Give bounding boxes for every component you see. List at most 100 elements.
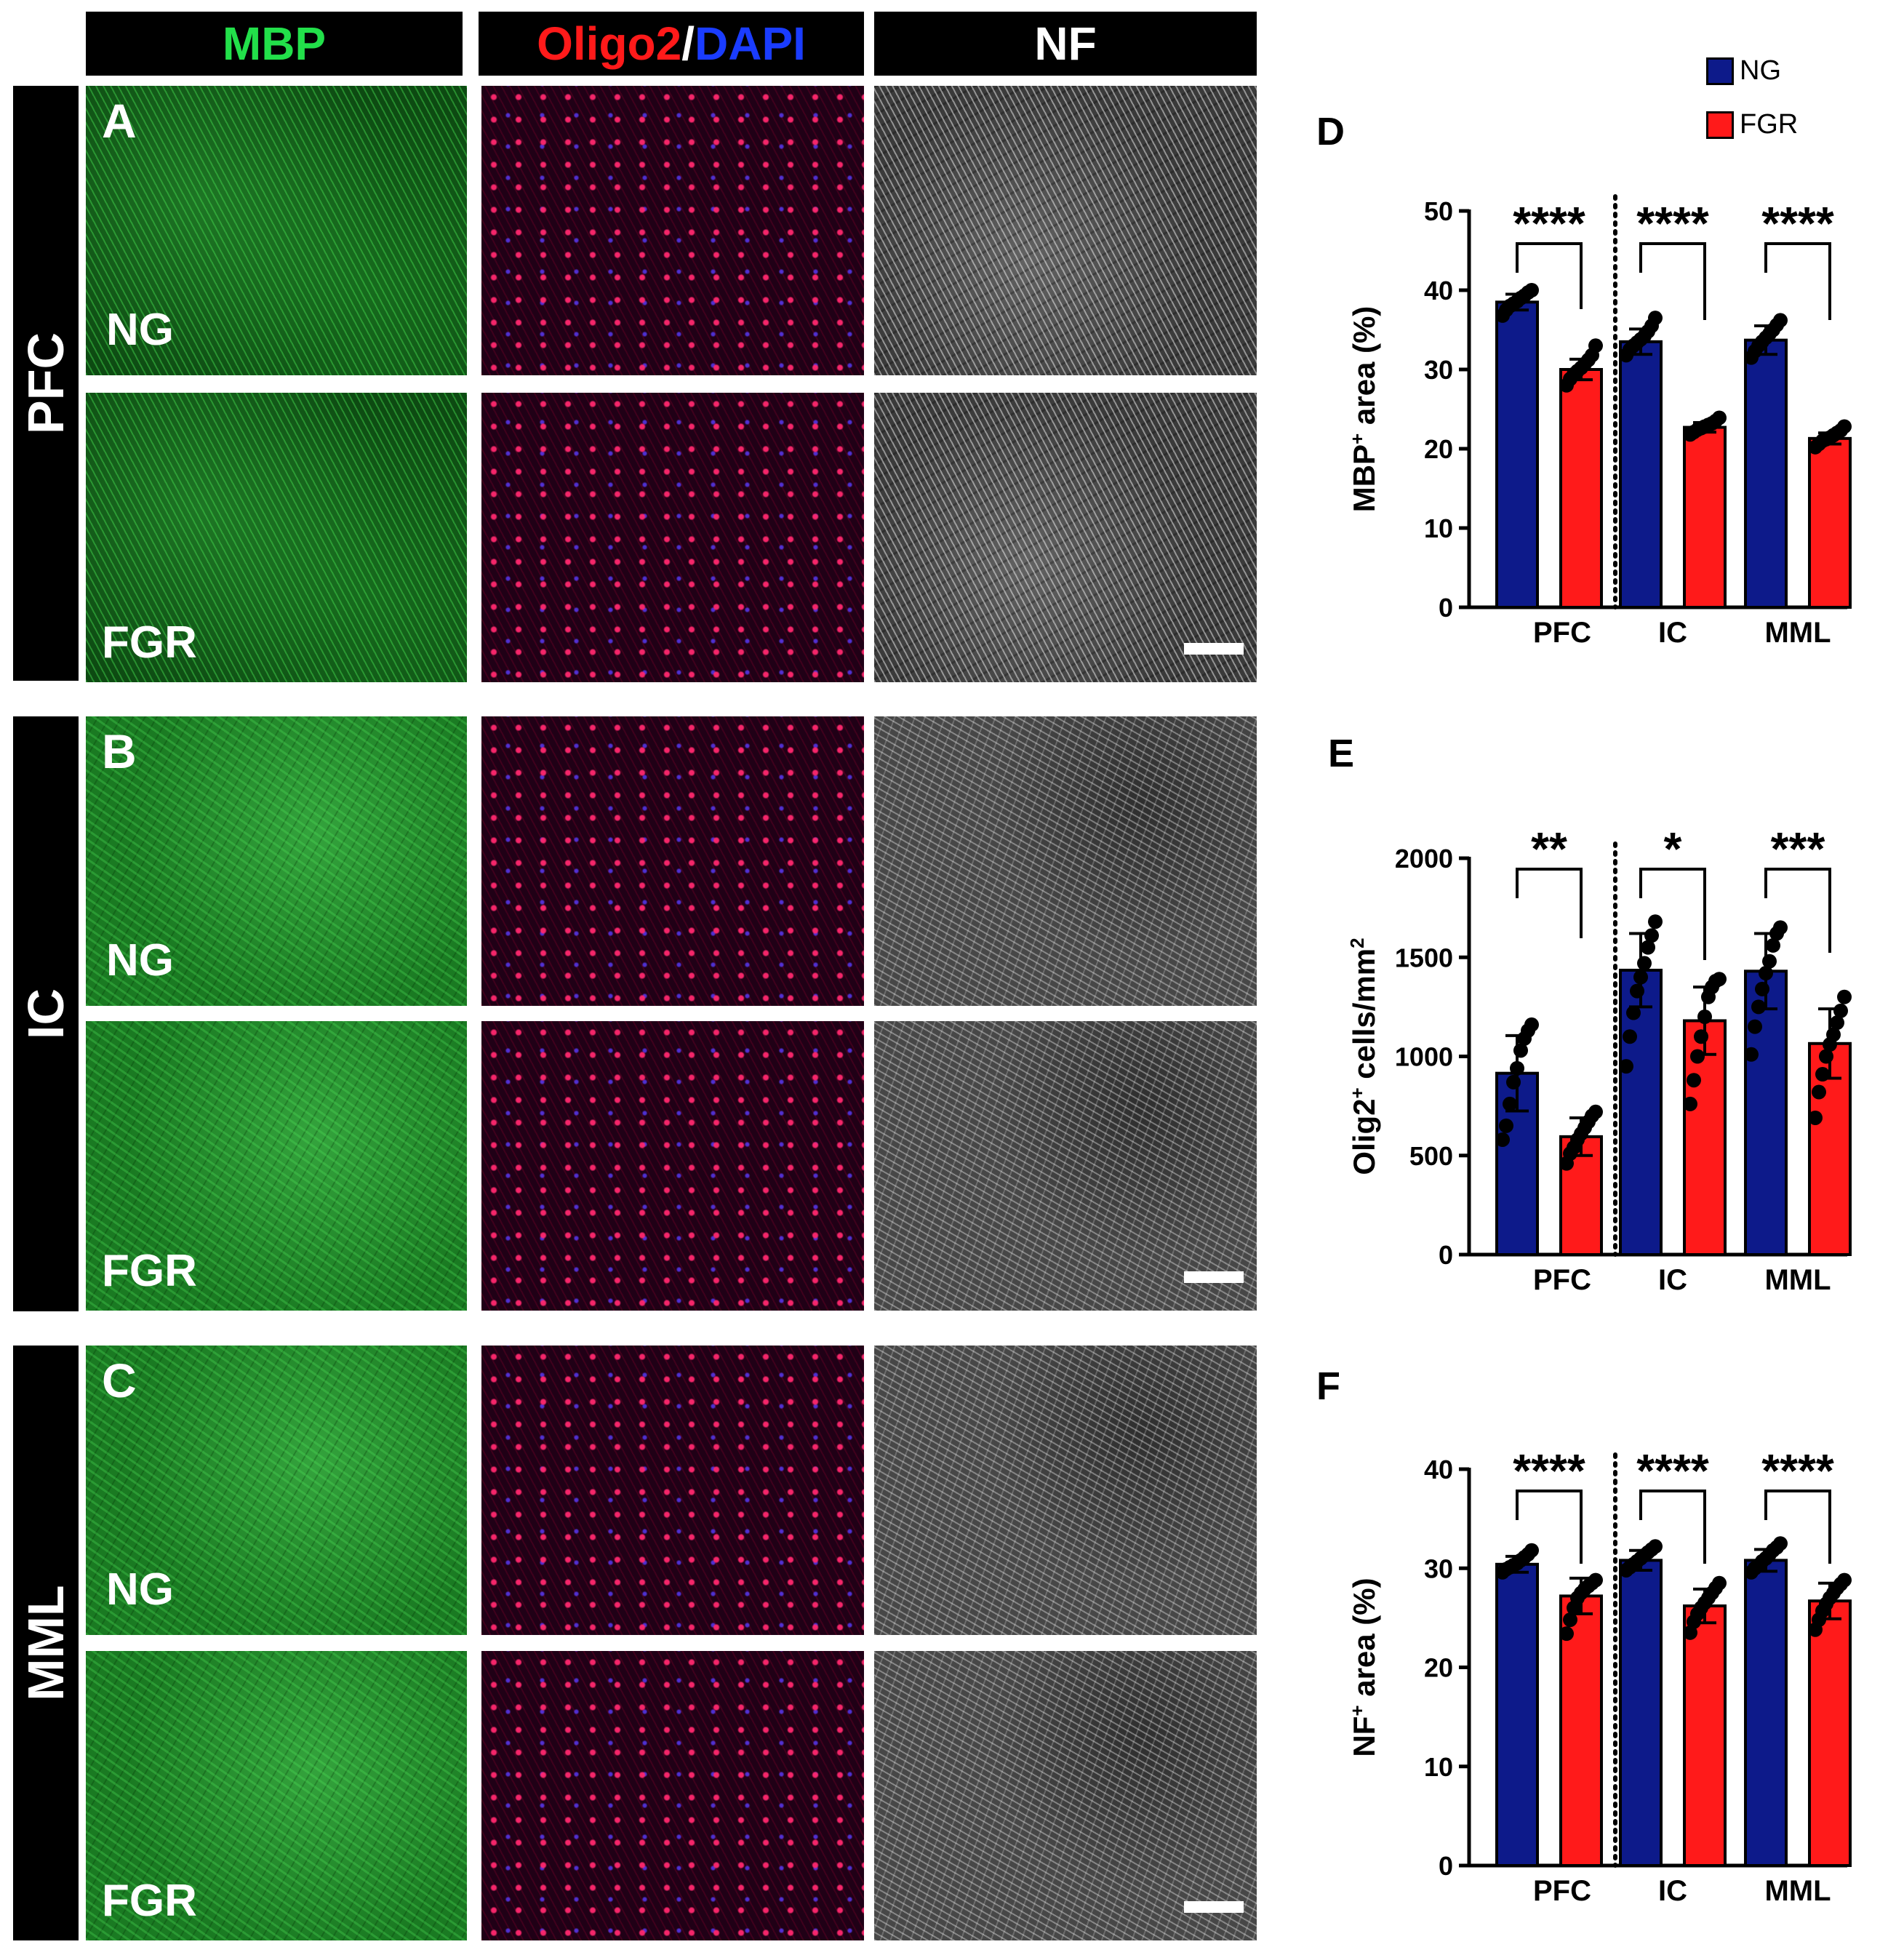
data-point — [1751, 999, 1766, 1015]
data-point — [1623, 1029, 1637, 1044]
data-point — [1748, 1019, 1762, 1034]
data-point — [1524, 1017, 1539, 1032]
legend-label-ng: NG — [1740, 55, 1781, 86]
significance-bracket — [1516, 868, 1583, 938]
significance-label: **** — [1513, 1447, 1585, 1497]
significance-label: *** — [1771, 823, 1825, 875]
significance-bracket — [1639, 868, 1706, 960]
header-dapi-label: DAPI — [695, 17, 806, 70]
category-label-ic: IC — [1658, 1875, 1687, 1907]
header-nf-label: NF — [1034, 17, 1097, 70]
data-point — [1744, 1047, 1759, 1062]
micrograph-pfc-fgr-nf — [874, 393, 1257, 682]
micrograph-mml-ng-mbp: C NG — [86, 1346, 467, 1635]
bar-ng-pfc — [1495, 1562, 1539, 1868]
data-point — [1773, 313, 1788, 328]
y-tick-label: 0 — [1439, 1851, 1453, 1881]
data-point — [1503, 1096, 1517, 1111]
y-axis-label: Olig2+ cells/mm2 — [1346, 937, 1381, 1175]
header-nf: NF — [874, 12, 1257, 76]
row-label-pfc: PFC — [13, 86, 79, 681]
chart-letter-d: D — [1316, 110, 1345, 153]
legend-swatch-fgr — [1706, 111, 1734, 139]
micrograph-mml-fgr-nf — [874, 1651, 1257, 1940]
micrograph-pfc-fgr-olig — [481, 393, 864, 682]
data-point — [1830, 1015, 1844, 1031]
group-label-fgr: FGR — [102, 617, 197, 668]
significance-label: **** — [1636, 1447, 1709, 1497]
y-axis-label: NF+ area (%) — [1346, 1578, 1381, 1756]
bar-ng-ic — [1619, 340, 1663, 609]
bar-ng-ic — [1619, 1559, 1663, 1867]
bar-fgr-ic — [1683, 425, 1727, 609]
data-point — [1759, 966, 1773, 981]
y-tick-label: 50 — [1424, 196, 1453, 226]
data-point — [1812, 1084, 1826, 1100]
micrograph-mml-ng-nf — [874, 1346, 1257, 1635]
group-label-fgr: FGR — [102, 1876, 197, 1926]
category-label-pfc: PFC — [1533, 617, 1591, 649]
y-tick-label: 40 — [1424, 276, 1453, 305]
category-label-mml: MML — [1764, 617, 1831, 649]
y-tick-label: 40 — [1424, 1455, 1453, 1484]
y-tick-label: 0 — [1439, 1240, 1453, 1270]
bar-fgr-ic — [1683, 1604, 1727, 1867]
data-point — [1648, 1539, 1663, 1554]
data-point — [1630, 983, 1644, 999]
legend-item-ng: NG — [1706, 55, 1781, 87]
group-label-ng: NG — [106, 935, 174, 986]
legend-label-fgr: FGR — [1740, 109, 1799, 140]
significance-bracket — [1516, 1490, 1583, 1564]
micrograph-pfc-ng-olig — [481, 86, 864, 375]
significance-bracket — [1639, 1490, 1706, 1564]
micrograph-mml-ng-olig — [481, 1346, 864, 1635]
data-point — [1633, 969, 1648, 985]
chart-letter-e: E — [1328, 732, 1355, 775]
data-point — [1683, 1096, 1697, 1111]
y-tick-label: 1500 — [1395, 943, 1453, 972]
y-tick-label: 2000 — [1395, 844, 1453, 873]
data-point — [1697, 1010, 1712, 1024]
y-tick-label: 30 — [1424, 355, 1453, 385]
bar-fgr-pfc — [1559, 1594, 1603, 1867]
data-point — [1524, 283, 1539, 297]
bar-fgr-pfc — [1559, 368, 1603, 609]
chart-nf-area: 0 10 20 30 40 NF+ area (%) PFC **** IC **** MML ***… — [1346, 1447, 1852, 1907]
y-tick-label: 30 — [1424, 1554, 1453, 1583]
significance-bracket — [1764, 868, 1831, 953]
data-point — [1766, 937, 1780, 953]
significance-label: **** — [1636, 197, 1709, 249]
data-point — [1826, 1027, 1841, 1042]
panel-letter: B — [102, 724, 137, 778]
significance-bracket — [1764, 242, 1831, 320]
significance-label: * — [1664, 823, 1682, 875]
data-point — [1712, 972, 1727, 987]
bar-ng-mml — [1744, 338, 1788, 609]
bar-ng-ic — [1619, 968, 1663, 1256]
data-point — [1641, 940, 1655, 955]
category-label-ic: IC — [1658, 617, 1687, 649]
data-point — [1644, 928, 1659, 943]
data-point — [1837, 1572, 1852, 1588]
micrograph-ic-fgr-nf — [874, 1021, 1257, 1311]
header-olig-label: Oligo2 — [537, 17, 682, 70]
micrograph-ic-fgr-mbp: FGR — [86, 1021, 467, 1311]
micrograph-pfc-fgr-mbp: FGR — [86, 393, 467, 682]
significance-label: **** — [1761, 197, 1834, 249]
data-point — [1563, 1612, 1577, 1628]
data-point — [1648, 311, 1663, 326]
data-point — [1712, 410, 1727, 425]
bar-ng-mml — [1744, 969, 1788, 1256]
data-point — [1495, 1132, 1510, 1147]
data-point — [1513, 1043, 1528, 1058]
micrograph-mml-fgr-mbp: FGR — [86, 1651, 467, 1940]
group-label-ng: NG — [106, 1564, 174, 1615]
legend-swatch-ng — [1706, 57, 1734, 85]
legend-item-fgr: FGR — [1706, 109, 1798, 140]
chart-letter-f: F — [1316, 1364, 1340, 1408]
significance-bracket — [1639, 242, 1706, 320]
micrograph-ic-ng-nf — [874, 716, 1257, 1006]
significance-label: **** — [1761, 1447, 1834, 1497]
category-label-pfc: PFC — [1533, 1875, 1591, 1907]
micrograph-ic-ng-mbp: B NG — [86, 716, 467, 1006]
